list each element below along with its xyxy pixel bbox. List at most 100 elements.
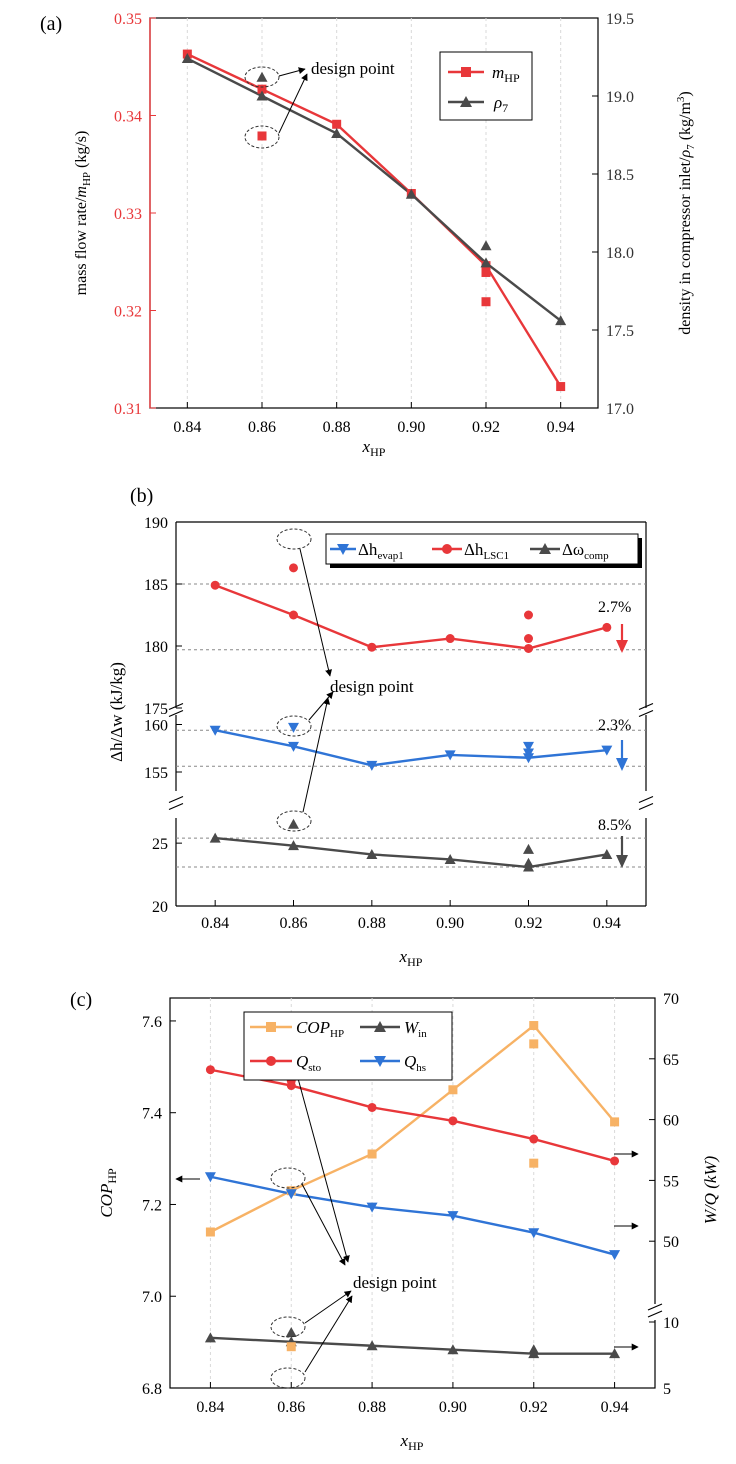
extra-data-point xyxy=(480,240,492,251)
legend-label-win: Win xyxy=(404,1018,427,1040)
x-tick-label: 0.88 xyxy=(358,1399,386,1416)
y-tick-label-left: 0.34 xyxy=(114,109,142,126)
extra-data-point xyxy=(523,857,534,868)
extra-data-point xyxy=(523,843,534,854)
data-point xyxy=(556,382,566,392)
series-line xyxy=(210,1068,615,1163)
data-point xyxy=(601,848,613,859)
y-tick-label: 185 xyxy=(144,577,168,594)
extra-data-point xyxy=(481,297,491,307)
legend-label-dh-evap1: Δhevap1 xyxy=(358,540,404,562)
decrease-arrow xyxy=(616,836,628,868)
data-point xyxy=(366,760,378,771)
design-point-arrow xyxy=(299,548,332,677)
extra-data-point xyxy=(529,1158,539,1168)
design-point-arrow xyxy=(304,1290,352,1324)
series-lines-c xyxy=(209,1023,616,1355)
series-line xyxy=(209,1023,616,1234)
y-tick-label: 180 xyxy=(144,639,168,656)
annotation-design-point: design point xyxy=(330,677,414,696)
x-axis-label-a: xHP xyxy=(362,437,386,459)
data-point xyxy=(181,53,193,64)
percent-label: 2.3% xyxy=(598,717,631,734)
legend-b: Δhevap1 ΔhLSC1 Δωcomp xyxy=(325,533,642,568)
y-tick-label-right: 50 xyxy=(663,1234,679,1251)
data-point xyxy=(210,580,220,590)
data-point xyxy=(204,1172,216,1183)
reference-lines-b xyxy=(176,583,646,868)
series-lines-a xyxy=(186,52,562,388)
data-point xyxy=(445,634,455,644)
data-point xyxy=(447,1211,459,1222)
series-line-mhp xyxy=(186,52,562,388)
x-tick-label: 0.88 xyxy=(323,419,351,436)
y-tick-label-left: 0.35 xyxy=(114,11,142,28)
x-axis-label-c: xHP xyxy=(400,1431,424,1453)
series-line-rho7 xyxy=(186,57,562,322)
data-point xyxy=(205,1065,215,1075)
data-point xyxy=(480,257,492,268)
data-point xyxy=(405,188,417,199)
data-point xyxy=(609,1250,621,1261)
data-point xyxy=(448,1085,458,1095)
y-tick-label-left: 7.6 xyxy=(142,1014,162,1031)
y-axis-label-right-c: W/Q (kW) xyxy=(701,1155,720,1224)
x-tick-label: 0.86 xyxy=(280,915,308,932)
x-tick-label: 0.90 xyxy=(439,1399,467,1416)
y-tick-label-left: 0.32 xyxy=(114,304,142,321)
data-point xyxy=(289,610,298,620)
extra-data-point xyxy=(523,741,534,752)
axis-break-mark xyxy=(168,709,184,718)
y-tick-label-right: 17.5 xyxy=(606,323,634,340)
panel-c: (c) 0.84 0.86 0.88 0.90 0.92 0.94 6.8 7.0 7.2 7.4… xyxy=(70,989,720,1453)
x-tick-label: 0.84 xyxy=(196,1399,224,1416)
x-tick-label: 0.84 xyxy=(173,419,201,436)
percent-label: 2.7% xyxy=(598,599,631,616)
data-point xyxy=(288,741,299,752)
y-tick-label-right: 55 xyxy=(663,1173,679,1190)
data-point xyxy=(257,84,267,94)
series-lines-b xyxy=(214,584,608,869)
legend-c: COPHP Win Qsto Qhs xyxy=(243,1011,453,1081)
data-point xyxy=(204,1332,216,1343)
axis-break-gap xyxy=(652,1304,658,1320)
ticks-b: 0.84 0.86 0.88 0.90 0.92 0.94 175 180 185 190 155 1… xyxy=(144,515,621,932)
x-tick-label: 0.92 xyxy=(472,419,500,436)
y-tick-label-right: 60 xyxy=(663,1113,679,1130)
decrease-arrow xyxy=(616,740,628,771)
data-point xyxy=(366,1202,378,1213)
y-tick-label-left: 6.8 xyxy=(142,1381,162,1398)
legend-label-cop: COPHP xyxy=(296,1018,344,1040)
y-tick-label-right: 10 xyxy=(663,1315,679,1332)
data-point xyxy=(610,1156,620,1166)
axis-break-mark xyxy=(638,802,654,811)
data-point xyxy=(209,832,221,843)
y-tick-label: 160 xyxy=(144,718,168,735)
data-point xyxy=(366,1340,378,1351)
data-point xyxy=(601,745,613,756)
y-tick-label-left: 0.33 xyxy=(114,206,142,223)
design-point-arrow xyxy=(302,697,331,813)
x-tick-label: 0.94 xyxy=(593,915,621,932)
extra-data-point xyxy=(481,267,491,277)
design-point-circle xyxy=(244,125,280,149)
data-point xyxy=(367,642,377,652)
design-point-circle xyxy=(276,528,312,550)
design-point-arrow xyxy=(295,1070,350,1263)
y-tick-label-right: 5 xyxy=(663,1381,671,1398)
x-tick-label: 0.88 xyxy=(358,915,386,932)
y-tick-label-right: 70 xyxy=(663,991,679,1008)
data-point xyxy=(331,127,343,138)
design-point-arrow xyxy=(301,1183,346,1266)
x-tick-label: 0.92 xyxy=(520,1399,548,1416)
legend-label-dh-lsc1: ΔhLSC1 xyxy=(464,540,509,562)
y-tick-label: 175 xyxy=(144,701,168,718)
data-point xyxy=(332,119,342,129)
data-point xyxy=(447,1344,459,1355)
annotation-design-point: design point xyxy=(353,1273,437,1292)
extra-data-point xyxy=(256,71,268,82)
y-tick-label-left: 0.31 xyxy=(114,401,142,418)
x-tick-label: 0.94 xyxy=(601,1399,629,1416)
panel-label-a: (a) xyxy=(40,13,62,35)
x-tick-label: 0.86 xyxy=(277,1399,305,1416)
